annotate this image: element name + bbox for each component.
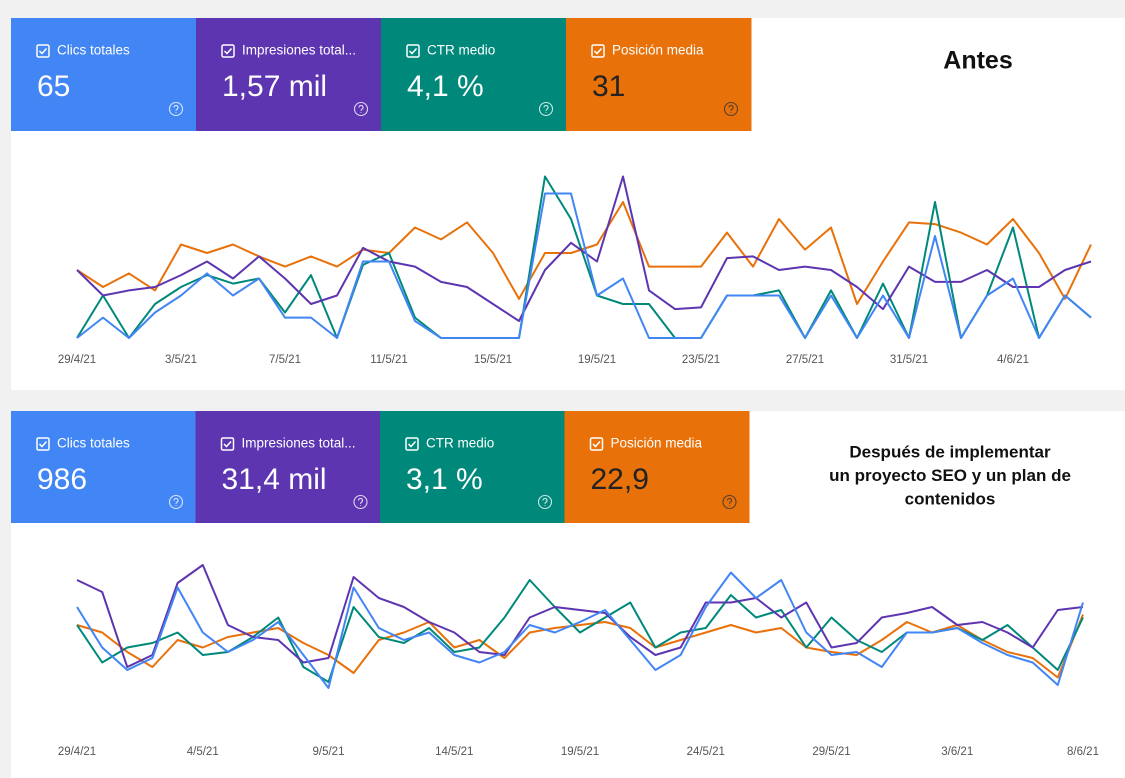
series-line: [76, 571, 1084, 689]
help-icon-glyph: [173, 104, 179, 113]
checkbox: [591, 44, 605, 58]
x-tick-label: 3/5/21: [165, 354, 197, 366]
help-icon-glyph: [358, 104, 364, 113]
x-tick-label: 19/5/21: [578, 354, 616, 366]
x-tick-label: 31/5/21: [890, 354, 928, 366]
x-tick-label: 15/5/21: [474, 354, 512, 366]
help-icon: [723, 101, 739, 117]
metric-label: Posición media: [611, 436, 703, 451]
checkbox: [36, 44, 50, 58]
metric-card: [380, 411, 565, 523]
help-icon: [722, 494, 737, 510]
check-mark: [223, 47, 233, 55]
check-mark: [223, 440, 232, 448]
annotation: Después de implementar: [849, 442, 1051, 461]
check-mark: [38, 440, 48, 448]
metric-value: 65: [37, 70, 70, 103]
metric-value: 4,1 %: [407, 70, 484, 103]
check-mark: [592, 440, 601, 448]
help-icon-glyph: [357, 497, 364, 506]
metric-label: Posición media: [612, 43, 704, 58]
metric-label: CTR medio: [426, 436, 494, 451]
metric-label: Impresiones total...: [242, 436, 356, 451]
x-tick-label: 4/5/21: [187, 746, 219, 758]
x-tick-label: 3/6/21: [941, 746, 973, 758]
x-tick-label: 27/5/21: [786, 354, 824, 366]
check-mark: [38, 47, 48, 55]
x-tick-label: 9/5/21: [313, 746, 345, 758]
series-line: [76, 192, 1092, 339]
metric-label: Clics totales: [57, 43, 130, 58]
help-icon: [168, 101, 184, 117]
annotation: Antes: [943, 47, 1012, 75]
check-mark: [408, 47, 418, 55]
x-tick-label: 4/6/21: [997, 354, 1029, 366]
help-icon-glyph: [543, 104, 549, 113]
x-tick-label: 8/6/21: [1067, 746, 1099, 758]
x-tick-label: 19/5/21: [561, 746, 599, 758]
series-line: [76, 564, 1084, 668]
metric-value: 31: [592, 70, 625, 103]
x-tick-label: 23/5/21: [682, 354, 720, 366]
metric-value: 22,9: [591, 463, 649, 496]
help-icon-glyph: [173, 497, 179, 506]
help-icon: [538, 101, 554, 117]
metric-card: [566, 18, 752, 131]
checkbox: [405, 437, 419, 451]
help-icon: [353, 494, 368, 510]
metric-card: [381, 18, 567, 131]
help-icon-glyph: [542, 497, 548, 506]
check-mark: [407, 440, 417, 448]
checkbox: [36, 437, 50, 451]
help-icon-glyph: [726, 497, 733, 506]
series-line: [76, 175, 1092, 339]
x-tick-label: 29/4/21: [58, 746, 96, 758]
series-line: [76, 201, 1092, 305]
metric-card: [11, 18, 197, 131]
metric-label: Clics totales: [57, 436, 130, 451]
x-tick-label: 14/5/21: [435, 746, 473, 758]
x-tick-label: 29/4/21: [58, 354, 96, 366]
metric-label: CTR medio: [427, 43, 495, 58]
help-icon: [168, 494, 184, 510]
help-icon: [537, 494, 553, 510]
metric-card: [196, 18, 382, 131]
checkbox: [589, 437, 604, 451]
check-mark: [593, 47, 603, 55]
help-icon-glyph: [728, 104, 734, 113]
metric-card: [195, 411, 381, 523]
metric-value: 986: [37, 463, 87, 496]
metric-value: 31,4 mil: [222, 463, 327, 496]
x-tick-label: 24/5/21: [687, 746, 725, 758]
x-tick-label: 7/5/21: [269, 354, 301, 366]
metric-card: [564, 411, 750, 523]
metric-label: Impresiones total...: [242, 43, 356, 58]
metric-value: 1,57 mil: [222, 70, 327, 103]
annotation: contenidos: [905, 489, 996, 508]
checkbox: [406, 44, 420, 58]
x-tick-label: 11/5/21: [370, 354, 408, 366]
checkbox: [221, 44, 235, 58]
annotation: un proyecto SEO y un plan de: [829, 466, 1071, 485]
x-tick-label: 29/5/21: [812, 746, 850, 758]
metric-value: 3,1 %: [406, 463, 483, 496]
checkbox: [220, 437, 235, 451]
series-line: [76, 175, 1092, 322]
help-icon: [353, 101, 369, 117]
metric-card: [11, 411, 196, 523]
